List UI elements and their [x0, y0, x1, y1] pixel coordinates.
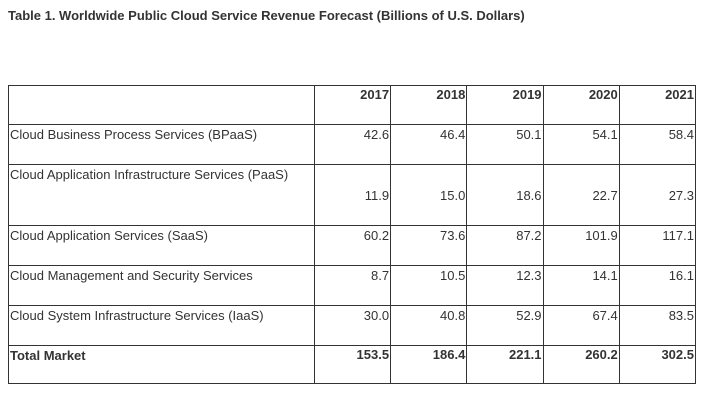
- value-cell: 11.9: [313, 164, 392, 226]
- value-cell: 10.5: [390, 265, 468, 306]
- revenue-forecast-table: 2017 2018 2019 2020 2021 Cloud Business …: [8, 85, 697, 384]
- value-cell: 67.4: [542, 305, 620, 346]
- table-row: Cloud Application Services (SaaS) 60.2 7…: [8, 225, 697, 266]
- value-cell: 18.6: [466, 164, 544, 226]
- total-value-cell: 153.5: [313, 345, 392, 384]
- total-label: Total Market: [8, 345, 315, 384]
- row-label: Cloud Business Process Services (BPaaS): [8, 124, 315, 165]
- row-label: Cloud Management and Security Services: [8, 265, 315, 306]
- value-cell: 58.4: [618, 124, 697, 165]
- value-cell: 30.0: [313, 305, 392, 346]
- value-cell: 14.1: [542, 265, 620, 306]
- total-value-cell: 221.1: [466, 345, 544, 384]
- header-cell-2019: 2019: [466, 85, 544, 125]
- value-cell: 15.0: [390, 164, 468, 226]
- value-cell: 12.3: [466, 265, 544, 306]
- value-cell: 42.6: [313, 124, 392, 165]
- value-cell: 40.8: [390, 305, 468, 346]
- value-cell: 117.1: [618, 225, 697, 266]
- total-value-cell: 186.4: [390, 345, 468, 384]
- value-cell: 46.4: [390, 124, 468, 165]
- table-row: Cloud Application Infrastructure Service…: [8, 164, 697, 226]
- total-value-cell: 302.5: [618, 345, 697, 384]
- row-label: Cloud System Infrastructure Services (Ia…: [8, 305, 315, 346]
- header-cell-2020: 2020: [542, 85, 620, 125]
- value-cell: 8.7: [313, 265, 392, 306]
- total-row: Total Market 153.5 186.4 221.1 260.2 302…: [8, 345, 697, 384]
- value-cell: 101.9: [542, 225, 620, 266]
- value-cell: 54.1: [542, 124, 620, 165]
- table-row: Cloud Business Process Services (BPaaS) …: [8, 124, 697, 165]
- table-row: Cloud System Infrastructure Services (Ia…: [8, 305, 697, 346]
- table-caption: Table 1. Worldwide Public Cloud Service …: [8, 8, 525, 23]
- value-cell: 22.7: [542, 164, 620, 226]
- header-cell-2021: 2021: [618, 85, 697, 125]
- table-row: Cloud Management and Security Services 8…: [8, 265, 697, 306]
- value-cell: 87.2: [466, 225, 544, 266]
- header-cell-2017: 2017: [313, 85, 392, 125]
- total-value-cell: 260.2: [542, 345, 620, 384]
- value-cell: 27.3: [618, 164, 697, 226]
- table-header-row: 2017 2018 2019 2020 2021: [8, 85, 697, 125]
- row-label: Cloud Application Infrastructure Service…: [8, 164, 315, 226]
- value-cell: 50.1: [466, 124, 544, 165]
- value-cell: 83.5: [618, 305, 697, 346]
- value-cell: 73.6: [390, 225, 468, 266]
- value-cell: 16.1: [618, 265, 697, 306]
- header-cell-2018: 2018: [390, 85, 468, 125]
- value-cell: 60.2: [313, 225, 392, 266]
- header-cell-empty: [8, 85, 315, 125]
- row-label: Cloud Application Services (SaaS): [8, 225, 315, 266]
- value-cell: 52.9: [466, 305, 544, 346]
